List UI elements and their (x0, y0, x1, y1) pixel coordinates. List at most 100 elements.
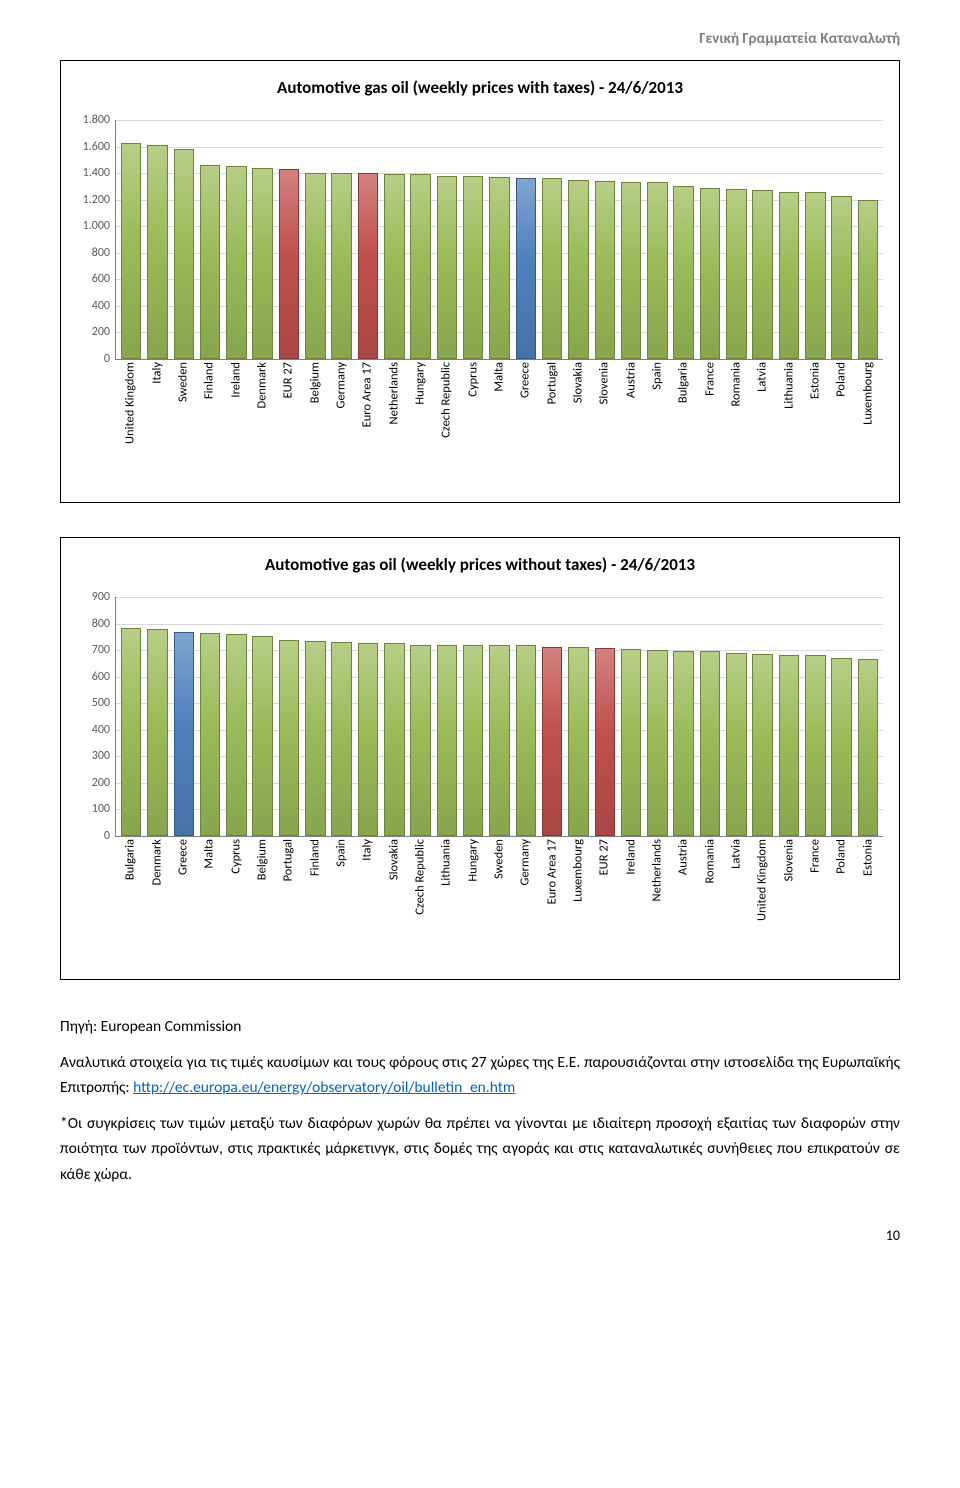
xlabel-slot: Czech Republic (407, 837, 433, 977)
bar (279, 169, 300, 359)
bar (752, 190, 773, 359)
bar-slot (381, 597, 407, 836)
bar (384, 174, 405, 359)
ytick-label: 0 (104, 829, 116, 843)
bar (516, 178, 537, 359)
xlabel-slot: Spain (328, 837, 354, 977)
bar-slot (223, 120, 249, 359)
xlabel: Denmark (149, 839, 164, 886)
bar (121, 628, 142, 836)
bar-slot (381, 120, 407, 359)
xlabel: Luxembourg (571, 839, 586, 902)
xlabel-slot: Euro Area 17 (539, 837, 565, 977)
xlabel-slot: Czech Republic (433, 360, 459, 500)
bar-slot (802, 120, 828, 359)
xlabel-slot: Slovakia (380, 837, 406, 977)
bar-slot (776, 120, 802, 359)
xlabel-slot: Belgium (249, 837, 275, 977)
bar (752, 654, 773, 836)
bar-slot (644, 120, 670, 359)
ytick-label: 100 (92, 802, 116, 816)
bar (410, 645, 431, 836)
bar (489, 645, 510, 836)
xlabel-slot: Greece (170, 837, 196, 977)
bar-slot (855, 597, 881, 836)
xlabel: Greece (175, 839, 190, 875)
xlabel: Euro Area 17 (544, 839, 559, 904)
bar (831, 658, 852, 836)
xlabel: Latvia (729, 839, 744, 869)
bar (489, 177, 510, 359)
xlabel: Portugal (281, 839, 296, 881)
xlabel-slot: Denmark (249, 360, 275, 500)
xlabel-slot: Finland (196, 360, 222, 500)
xlabel: Ireland (228, 362, 243, 398)
bar-slot (276, 597, 302, 836)
bar-slot (565, 120, 591, 359)
ytick-label: 1.600 (83, 140, 116, 154)
xlabel: EUR 27 (281, 362, 296, 398)
bar-slot (407, 120, 433, 359)
xlabel: Italy (360, 839, 375, 861)
ytick-label: 200 (92, 776, 116, 790)
ytick-label: 600 (92, 670, 116, 684)
chart-without-taxes: Automotive gas oil (weekly prices withou… (60, 537, 900, 980)
chart2-plot: 0100200300400500600700800900 BulgariaDen… (115, 597, 883, 977)
xlabel: Euro Area 17 (360, 362, 375, 427)
bar (542, 178, 563, 359)
xlabel: Slovakia (571, 362, 586, 403)
xlabel-slot: EUR 27 (591, 837, 617, 977)
xlabel: Ireland (623, 839, 638, 875)
xlabel-slot: Denmark (143, 837, 169, 977)
bar-slot (302, 597, 328, 836)
xlabel-slot: France (697, 360, 723, 500)
xlabel-slot: Netherlands (644, 837, 670, 977)
xlabel-slot: EUR 27 (275, 360, 301, 500)
xlabel-slot: Lithuania (776, 360, 802, 500)
xlabel-slot: Germany (328, 360, 354, 500)
source-link[interactable]: http://ec.europa.eu/energy/observatory/o… (133, 1078, 515, 1097)
xlabel-slot: Poland (828, 360, 854, 500)
bars-container (116, 597, 883, 836)
xlabel: Cyprus (228, 839, 243, 874)
bar (384, 643, 405, 836)
bar (437, 645, 458, 836)
bar (174, 632, 195, 836)
bar-slot (197, 597, 223, 836)
bar (779, 655, 800, 836)
xlabel: Austria (623, 362, 638, 398)
bar (621, 649, 642, 836)
bar-slot (486, 597, 512, 836)
bar-slot (329, 120, 355, 359)
ytick-label: 400 (92, 299, 116, 313)
xlabel: Finland (307, 839, 322, 876)
bar-slot (144, 597, 170, 836)
bar-slot (171, 597, 197, 836)
xlabel-slot: Estonia (802, 360, 828, 500)
bar (331, 642, 352, 836)
ytick-label: 500 (92, 696, 116, 710)
xlabel: Spain (650, 362, 665, 390)
xlabel-slot: Cyprus (222, 837, 248, 977)
xlabel: Malta (202, 839, 217, 869)
xlabel: Estonia (860, 839, 875, 876)
bar (647, 650, 668, 836)
xlabel-slot: Malta (486, 360, 512, 500)
bar-slot (460, 120, 486, 359)
bar-slot (697, 597, 723, 836)
xlabel-slot: Sweden (170, 360, 196, 500)
bar-slot (144, 120, 170, 359)
bar-slot (171, 120, 197, 359)
xlabel-slot: Netherlands (380, 360, 406, 500)
bar (463, 176, 484, 359)
xlabel: Belgium (307, 362, 322, 403)
xlabel: United Kingdom (755, 839, 770, 921)
bar-slot (855, 120, 881, 359)
xlabel-slot: Sweden (486, 837, 512, 977)
xlabel: Poland (834, 362, 849, 397)
bar (437, 176, 458, 359)
xlabel: Finland (202, 362, 217, 399)
bar-slot (197, 120, 223, 359)
xlabel: France (702, 362, 717, 396)
bar (568, 180, 589, 359)
